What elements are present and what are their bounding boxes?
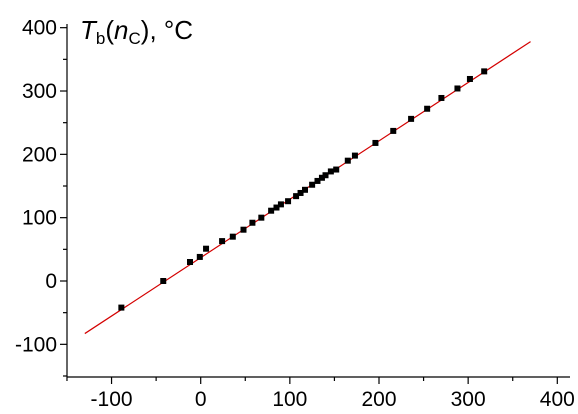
x-tick-label: 200 xyxy=(361,388,396,411)
data-point xyxy=(466,75,473,82)
ylabel-n: n xyxy=(114,15,128,45)
data-point xyxy=(309,181,316,188)
x-tick-label: -100 xyxy=(91,388,133,411)
data-point xyxy=(333,166,340,173)
data-point xyxy=(240,226,247,233)
data-point xyxy=(258,214,265,221)
data-point xyxy=(277,201,284,208)
data-point xyxy=(219,238,226,245)
ylabel-open: ( xyxy=(105,15,114,45)
data-point xyxy=(203,245,210,252)
data-point xyxy=(293,193,300,200)
ylabel-rest: ), °C xyxy=(141,15,193,45)
data-point xyxy=(481,68,488,75)
data-point xyxy=(160,278,167,284)
data-point xyxy=(302,186,309,193)
data-point xyxy=(322,172,329,179)
y-tick-label: -100 xyxy=(15,333,57,356)
y-tick-label: 100 xyxy=(22,207,57,230)
x-tick-label: 300 xyxy=(451,388,486,411)
y-axis-ticks: -100 0 100 200 300 400 xyxy=(15,17,67,377)
data-point xyxy=(438,94,445,101)
data-point xyxy=(344,157,351,164)
data-point xyxy=(318,174,325,181)
ylabel-T: T xyxy=(80,15,98,45)
x-tick-label: 100 xyxy=(272,388,307,411)
data-point xyxy=(424,105,431,112)
data-point xyxy=(314,177,321,184)
data-point xyxy=(408,115,415,122)
y-tick-label: 400 xyxy=(22,17,57,40)
data-point xyxy=(372,139,379,146)
y-axis-label: Tb(nC), °C xyxy=(80,15,193,48)
x-axis-ticks: -100 0 100 200 300 400 xyxy=(66,377,575,411)
data-point xyxy=(351,152,358,159)
y-tick-label: 0 xyxy=(45,270,57,293)
ylabel-sub-C: C xyxy=(129,29,141,48)
data-point xyxy=(273,204,280,211)
data-point xyxy=(454,85,461,92)
data-point xyxy=(297,189,304,196)
x-tick-label: 0 xyxy=(195,388,207,411)
data-point xyxy=(390,127,397,134)
data-points xyxy=(118,68,488,311)
data-point xyxy=(285,198,292,205)
data-point xyxy=(249,219,256,226)
data-point xyxy=(196,253,203,260)
data-point xyxy=(327,168,334,175)
x-tick-label: 400 xyxy=(540,388,575,411)
data-point xyxy=(118,304,125,311)
ylabel-sub-b: b xyxy=(96,29,105,48)
data-point xyxy=(187,259,194,266)
data-point xyxy=(268,207,275,214)
axes xyxy=(66,24,570,378)
data-point xyxy=(229,233,236,240)
y-tick-label: 300 xyxy=(22,80,57,103)
y-tick-label: 200 xyxy=(22,143,57,166)
